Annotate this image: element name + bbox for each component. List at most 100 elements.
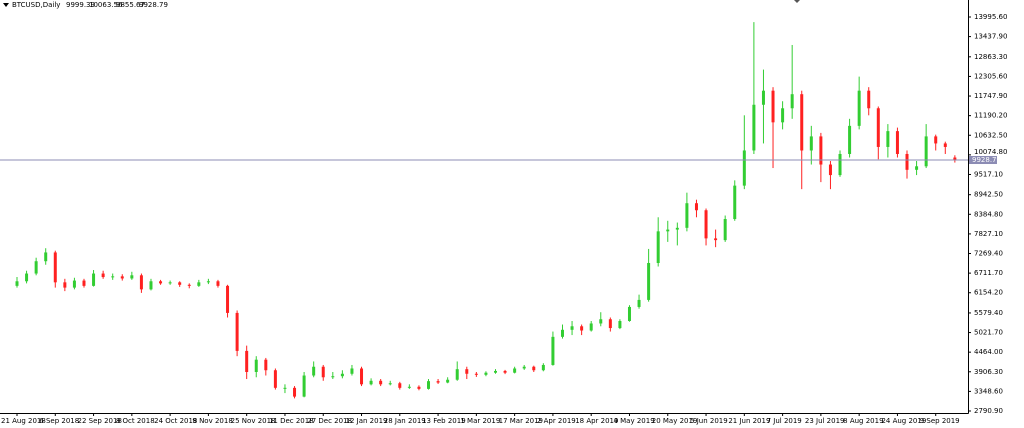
y-tick-label: 12863.30 <box>974 53 1007 61</box>
x-tick-label: 5 Jun 2019 <box>690 417 728 425</box>
candle-body <box>111 276 115 278</box>
candle-body <box>819 136 823 165</box>
candle-body <box>264 359 268 371</box>
candle-body <box>627 306 631 322</box>
y-tick-label: 7269.40 <box>974 250 1003 258</box>
candle-body <box>321 366 325 378</box>
x-tick-label: 28 Jan 2019 <box>384 417 426 425</box>
candle-body <box>302 375 306 397</box>
y-tick-label: 2790.90 <box>974 407 1003 415</box>
candle-body <box>245 350 249 372</box>
candle-body <box>388 383 392 385</box>
candle-body <box>474 373 478 375</box>
x-tick-label: 9 Sep 2019 <box>920 417 960 425</box>
x-tick-label: 21 Jun 2019 <box>728 417 770 425</box>
candle-body <box>446 379 450 383</box>
candle-body <box>273 370 277 388</box>
candle-body <box>934 136 938 144</box>
candle-body <box>283 387 287 389</box>
y-tick-label: 5021.70 <box>974 329 1003 337</box>
candle-body <box>15 281 19 286</box>
candle-body <box>733 185 737 220</box>
candle-body <box>618 321 622 329</box>
candle-body <box>532 366 536 371</box>
candle-body <box>72 280 76 288</box>
candle-body <box>465 369 469 374</box>
x-tick-label: 22 Sep 2018 <box>78 417 122 425</box>
x-tick-label: 8 Aug 2019 <box>843 417 883 425</box>
y-tick-label: 13437.90 <box>974 33 1007 41</box>
x-tick-label: 6 Sep 2018 <box>39 417 79 425</box>
candle-body <box>666 229 670 232</box>
candle-body <box>149 281 153 290</box>
candle-body <box>455 369 459 380</box>
candle-body <box>25 273 29 282</box>
x-tick-label: 12 Jan 2019 <box>346 417 388 425</box>
candle-body <box>551 336 555 365</box>
candle-body <box>694 203 698 211</box>
candle-body <box>867 90 871 109</box>
x-tick-label: 21 Aug 2018 <box>1 417 46 425</box>
candle-body <box>407 386 411 388</box>
candle-body <box>34 261 38 274</box>
candle-body <box>53 252 57 283</box>
candle-body <box>599 319 603 324</box>
y-tick-label: 13995.60 <box>974 13 1007 21</box>
x-tick-label: 7 Jul 2019 <box>767 417 802 425</box>
candle-body <box>379 380 383 385</box>
candle-body <box>752 104 756 151</box>
candle-body <box>742 150 746 186</box>
y-tick-label: 10074.80 <box>974 148 1007 156</box>
y-tick-label: 8942.50 <box>974 191 1003 199</box>
candle-body <box>656 231 660 263</box>
candle-body <box>809 136 813 151</box>
candle-body <box>350 368 354 374</box>
y-tick-label: 5579.40 <box>974 309 1003 317</box>
y-tick-label: 3348.60 <box>974 387 1003 395</box>
candle-body <box>800 94 804 151</box>
y-tick-label: 3906.30 <box>974 368 1003 376</box>
candle-body <box>675 227 679 230</box>
candle-body <box>924 136 928 167</box>
x-tick-label: 9 Nov 2018 <box>192 417 232 425</box>
candle-body <box>293 387 297 397</box>
candle-body <box>436 381 440 383</box>
candle-body <box>82 280 86 286</box>
close-value: 9928.79 <box>139 1 168 9</box>
x-tick-label: 8 Oct 2018 <box>116 417 155 425</box>
candle-body <box>235 312 239 351</box>
candle-body <box>513 368 517 373</box>
y-tick-label: 9517.10 <box>974 170 1003 178</box>
x-tick-label: 1 Mar 2019 <box>460 417 500 425</box>
y-tick-label: 12305.60 <box>974 72 1007 80</box>
x-tick-label: 11 Dec 2018 <box>269 417 314 425</box>
y-tick-label: 4464.00 <box>974 348 1003 356</box>
candle-body <box>570 326 574 330</box>
candle-body <box>254 359 258 372</box>
x-tick-label: 24 Oct 2018 <box>154 417 197 425</box>
candle-body <box>838 153 842 176</box>
candle-body <box>608 319 612 329</box>
candle-body <box>771 90 775 123</box>
candle-body <box>226 285 230 313</box>
candle-body <box>360 368 364 385</box>
candle-body <box>417 386 421 389</box>
y-tick-label: 7827.10 <box>974 230 1003 238</box>
x-tick-label: 4 May 2019 <box>613 417 654 425</box>
candle-body <box>120 276 124 279</box>
candle-body <box>503 370 507 373</box>
candle-body <box>92 273 96 286</box>
high-value: 10063.56 <box>89 1 123 9</box>
candle-body <box>637 299 641 307</box>
candle-body <box>723 219 727 241</box>
candle-body <box>484 372 488 375</box>
candle-body <box>848 125 852 154</box>
candle-body <box>685 203 689 228</box>
candle-body <box>828 164 832 176</box>
candle-body <box>187 284 191 286</box>
y-tick-label: 11190.20 <box>974 112 1007 120</box>
candle-body <box>494 370 497 373</box>
y-tick-label: 11747.90 <box>974 92 1007 100</box>
